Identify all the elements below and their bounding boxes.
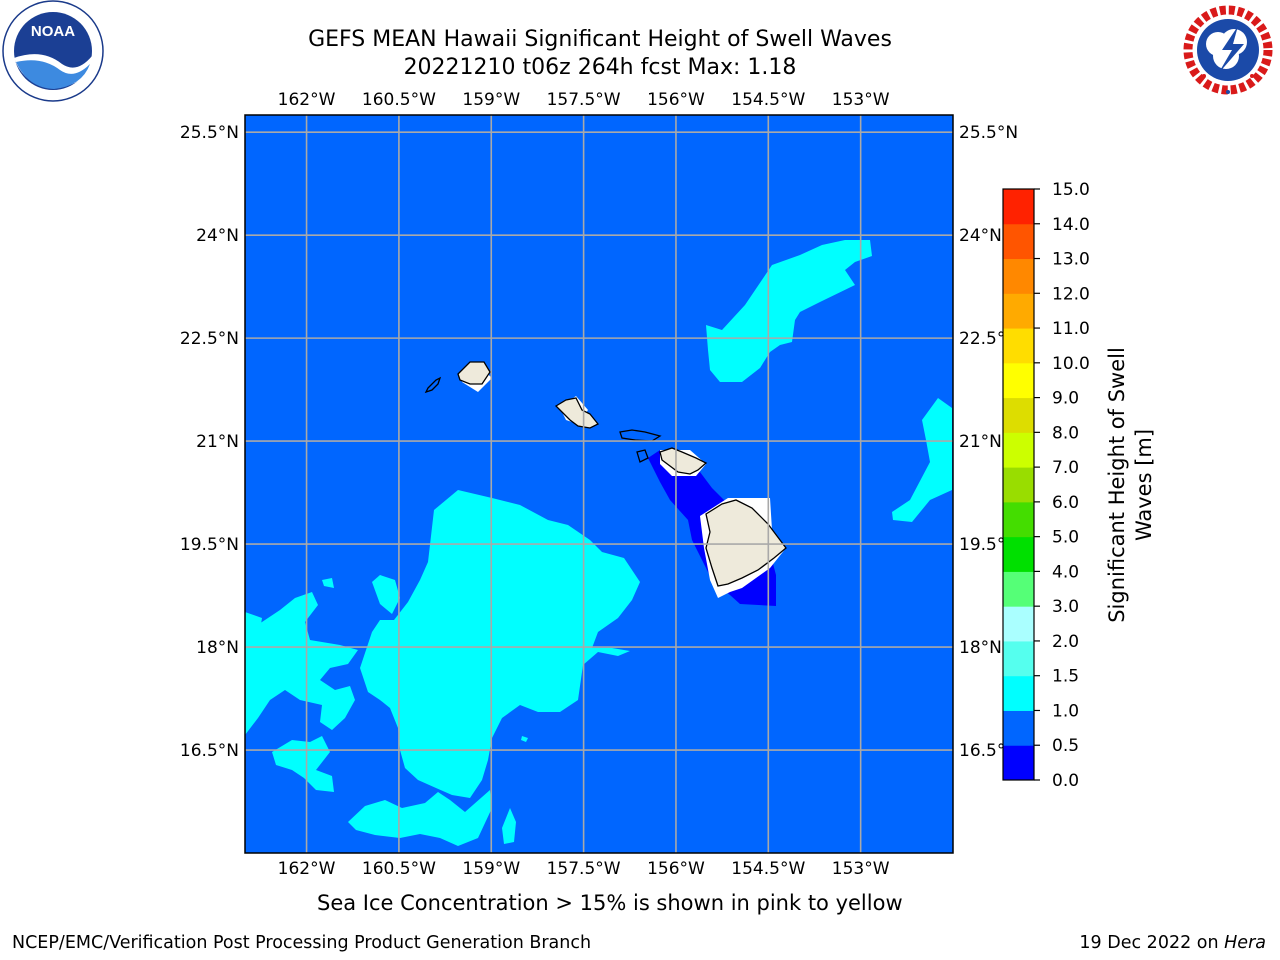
colorbar-segment [1003,467,1034,503]
colorbar-tick-label: 13.0 [1052,250,1090,270]
colorbar-segment [1003,362,1034,399]
nws-logo [1178,0,1278,100]
lon-label-top: 162°W [278,90,336,110]
lon-label-bottom: 156°W [647,859,705,879]
lat-label-left: 19.5°N [180,535,239,555]
colorbar-tick-label: 3.0 [1052,597,1079,617]
lon-label-top: 160.5°W [362,90,436,110]
colorbar-tick-label: 4.0 [1052,562,1079,582]
noaa-logo: NOAA [2,0,104,102]
lon-label-top: 159°W [462,90,520,110]
lon-label-top: 156°W [647,90,705,110]
lon-label-bottom: 160.5°W [362,859,436,879]
island-hawaii [705,499,787,587]
colorbar-tick-label: 10.0 [1052,354,1090,374]
footer-host: Hera [1224,933,1266,953]
colorbar-tick-label: 15.0 [1052,180,1090,200]
island-oahu [554,397,600,429]
colorbar-segment [1003,189,1034,225]
lon-label-top: 154.5°W [731,90,805,110]
lat-label-left: 16.5°N [180,741,239,761]
ocean-background [245,115,953,853]
lat-label-right: 25.5°N [959,123,1018,143]
lat-label-right: 24°N [959,226,1002,246]
map-frame [244,114,954,854]
colorbar-tick-label: 2.0 [1052,632,1079,652]
footer-date-text: 19 Dec 2022 on [1079,933,1225,953]
lat-label-left: 21°N [196,432,239,452]
colorbar-segment [1003,675,1034,711]
lat-label-left: 25.5°N [180,123,239,143]
lat-label-left: 22.5°N [180,329,239,349]
colorbar-segment [1003,258,1034,294]
colorbar-segment [1003,640,1034,677]
colorbar-label: Significant Height of Swell Waves [m] [1105,347,1156,623]
longitude-labels-bottom: 162°W 160.5°W 159°W 157.5°W 156°W 154.5°W 153°… [278,859,890,879]
lon-label-top: 153°W [832,90,890,110]
island-molokai [619,429,662,442]
colorbar-segment [1003,501,1034,538]
colorbar-segment [1003,571,1034,607]
latitude-labels-left: 25.5°N 24°N 22.5°N 21°N 19.5°N 18°N 16.5°N [180,123,239,761]
colorbar-tick-label: 8.0 [1052,423,1079,443]
lon-label-bottom: 157.5°W [547,859,621,879]
lat-label-left: 24°N [196,226,239,246]
sea-ice-caption: Sea Ice Concentration > 15% is shown in … [317,891,903,915]
colorbar-segment [1003,745,1034,781]
colorbar-segment [1003,223,1034,260]
colorbar-segment [1003,432,1034,468]
lat-label-right: 21°N [959,432,1002,452]
map-subtitle: 20221210 t06z 264h fcst Max: 1.18 [403,55,797,80]
colorbar-segment [1003,397,1034,433]
lon-label-bottom: 154.5°W [731,859,805,879]
colorbar-segment [1003,606,1034,642]
lon-label-bottom: 162°W [278,859,336,879]
island-lanai [636,449,649,463]
graticule [245,115,953,853]
colorbar-segment [1003,536,1034,572]
lon-label-bottom: 159°W [462,859,520,879]
colorbar-segment [1003,328,1034,364]
lat-label-right: 18°N [959,638,1002,658]
colorbar-tick-label: 9.0 [1052,389,1079,409]
colorbar-tick-label: 12.0 [1052,284,1090,304]
island-kauai [457,361,491,385]
footer-date: 19 Dec 2022 on Hera [1079,933,1266,953]
colorbar-tick-label: 11.0 [1052,319,1090,339]
colorbar-tick-label: 1.5 [1052,667,1079,687]
island-niihau [424,376,442,394]
lat-label-left: 18°N [196,638,239,658]
colorbar-segment [1003,710,1034,746]
colorbar-tick-label: 1.0 [1052,701,1079,721]
hawaiian-islands [424,361,787,587]
colorbar-tick-label: 7.0 [1052,458,1079,478]
lon-label-top: 157.5°W [547,90,621,110]
colorbar-tick-label: 6.0 [1052,493,1079,513]
colorbar-tick-label: 0.0 [1052,771,1079,791]
swell-contour-1-0-to-1-5 [245,240,952,846]
colorbar-tick-label: 5.0 [1052,528,1079,548]
footer-credit: NCEP/EMC/Verification Post Processing Pr… [12,933,592,953]
longitude-labels-top: 162°W 160.5°W 159°W 157.5°W 156°W 154.5°W 153°… [278,90,890,110]
colorbar-tick-label: 14.0 [1052,215,1090,235]
colorbar-tick-label: 0.5 [1052,736,1079,756]
noaa-logo-text: NOAA [31,23,75,40]
lon-label-bottom: 153°W [832,859,890,879]
colorbar-segment [1003,293,1034,329]
island-maui [659,447,708,475]
map-title: GEFS MEAN Hawaii Significant Height of S… [308,27,892,52]
